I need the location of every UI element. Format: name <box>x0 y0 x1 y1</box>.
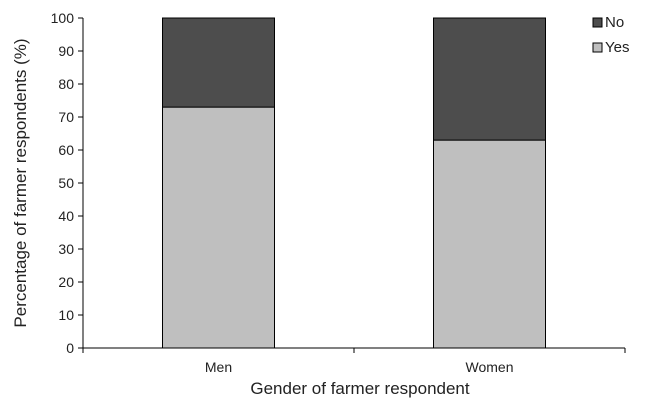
y-tick-label: 10 <box>58 307 74 323</box>
x-axis-title: Gender of farmer respondent <box>250 379 470 398</box>
y-tick-label: 50 <box>58 175 74 191</box>
x-tick-label: Men <box>205 359 232 375</box>
bar-no-men <box>162 17 275 108</box>
y-tick-label: 20 <box>58 274 74 290</box>
y-ticks: 0 10 20 30 40 50 60 70 80 90 100 <box>51 10 83 356</box>
legend-swatch-no <box>592 17 603 28</box>
legend: No Yes <box>592 14 629 56</box>
y-tick-label: 100 <box>51 10 75 26</box>
y-tick-label: 80 <box>58 76 74 92</box>
bars-layer <box>162 17 546 349</box>
x-ticks: Men Women <box>82 348 626 375</box>
bar-yes-women <box>433 139 546 349</box>
y-tick-label: 0 <box>66 340 74 356</box>
y-axis-title: Percentage of farmer respondents (%) <box>11 38 30 327</box>
y-tick-label: 90 <box>58 43 74 59</box>
legend-label-no: No <box>605 14 624 31</box>
bar-no-women <box>433 17 546 141</box>
y-tick-label: 70 <box>58 109 74 125</box>
bar-yes-men <box>162 106 275 349</box>
y-tick-label: 30 <box>58 241 74 257</box>
legend-label-yes: Yes <box>605 39 629 56</box>
x-tick-label: Women <box>466 359 514 375</box>
y-tick-label: 40 <box>58 208 74 224</box>
y-tick-label: 60 <box>58 142 74 158</box>
legend-swatch-yes <box>592 42 603 53</box>
